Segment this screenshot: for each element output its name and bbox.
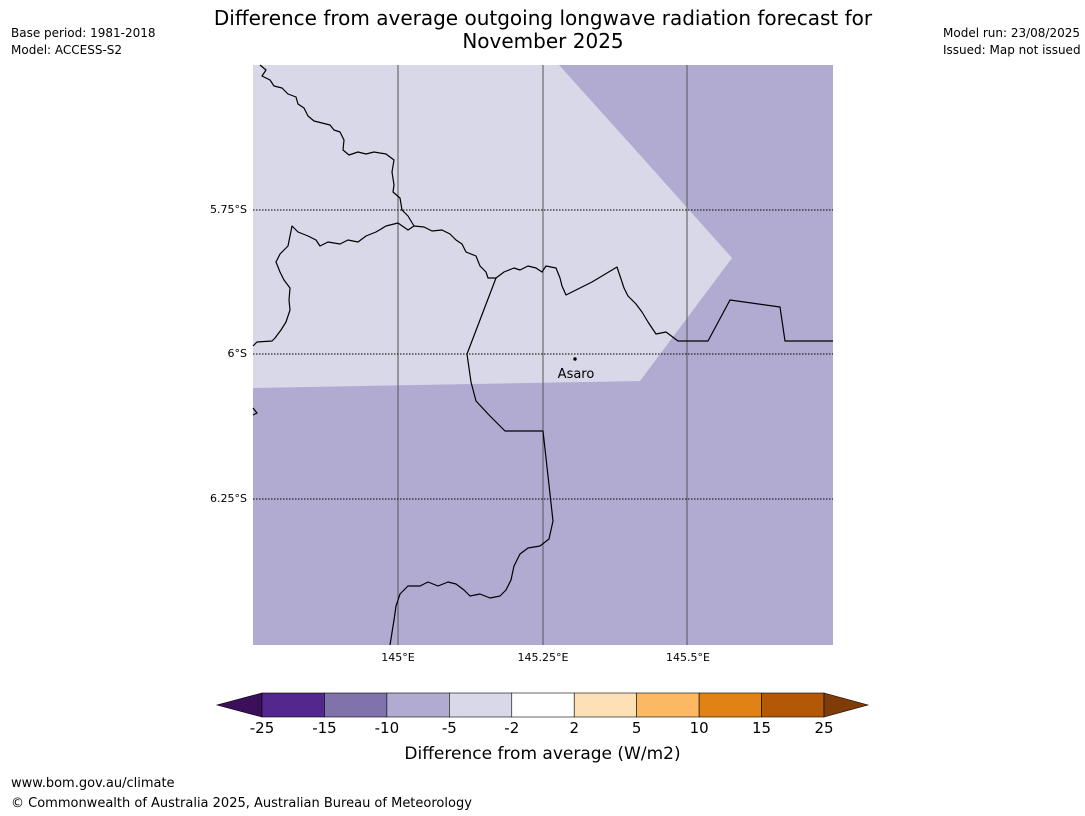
- boundary-diagonal: [389, 277, 554, 646]
- colorbar-cell: [698, 692, 762, 718]
- colorbar-tick-label: 10: [689, 719, 709, 737]
- colorbar: [215, 692, 870, 718]
- colorbar-extend-low: [215, 692, 263, 718]
- lat-label-5-75: 5.75°S: [210, 203, 247, 216]
- title-line-1: Difference from average outgoing longwav…: [213, 6, 873, 30]
- lon-label-145-5: 145.5°E: [666, 651, 710, 664]
- base-period-text: Base period: 1981-2018: [11, 26, 156, 40]
- colorbar-tick-label: 25: [814, 719, 834, 737]
- meta-left: Base period: 1981-2018 Model: ACCESS-S2: [11, 25, 156, 59]
- colorbar-cell: [761, 692, 825, 718]
- footer-url: www.bom.gov.au/climate: [11, 776, 175, 791]
- colorbar-cell: [324, 692, 388, 718]
- colorbar-extend-high: [823, 692, 870, 718]
- boundary-edge-west: [252, 407, 258, 416]
- province-boundaries: [252, 64, 833, 646]
- meta-right: Model run: 23/08/2025 Issued: Map not is…: [943, 25, 1081, 59]
- colorbar-label: Difference from average (W/m2): [404, 744, 681, 764]
- lat-label-6: 6°S: [228, 347, 247, 360]
- colorbar-cell: [261, 692, 325, 718]
- colorbar-tick-label: 2: [569, 719, 579, 737]
- colorbar-tick-label: -15: [312, 719, 337, 737]
- colorbar-cell: [573, 692, 637, 718]
- colorbar-tick-label: 15: [752, 719, 772, 737]
- colorbar-tick-label: -10: [374, 719, 400, 737]
- colorbar-cell: [511, 692, 575, 718]
- forecast-map: Asaro 5.75°S 6°S 6.25°S 145°E 145.25°E 1…: [210, 64, 833, 664]
- colorbar-tick-label: -5: [441, 719, 457, 737]
- model-run-text: Model run: 23/08/2025: [943, 26, 1081, 40]
- colorbar-tick-label: 5: [631, 719, 642, 737]
- place-label-asaro: Asaro: [558, 367, 595, 382]
- map-field-lighter: [253, 65, 732, 388]
- colorbar-cells: [215, 692, 870, 718]
- model-text: Model: ACCESS-S2: [11, 43, 123, 57]
- map-title: Difference from average outgoing longwav…: [150, 7, 936, 53]
- issued-text: Issued: Map not issued: [943, 43, 1081, 57]
- colorbar-cell: [386, 692, 450, 718]
- footer-copyright: © Commonwealth of Australia 2025, Austra…: [11, 796, 472, 811]
- boundary-north: [252, 64, 415, 347]
- title-line-2: November 2025: [462, 29, 624, 53]
- asaro-marker: [573, 357, 577, 361]
- lat-label-6-25: 6.25°S: [210, 492, 247, 505]
- footer: www.bom.gov.au/climate © Commonwealth of…: [11, 774, 472, 814]
- lon-label-145: 145°E: [381, 651, 414, 664]
- lon-label-145-25: 145.25°E: [518, 651, 569, 664]
- colorbar-cell: [636, 692, 700, 718]
- boundary-central: [413, 225, 833, 342]
- colorbar-cell: [449, 692, 513, 718]
- colorbar-tick-label: -2: [504, 719, 520, 737]
- colorbar-tick-label: -25: [249, 719, 275, 737]
